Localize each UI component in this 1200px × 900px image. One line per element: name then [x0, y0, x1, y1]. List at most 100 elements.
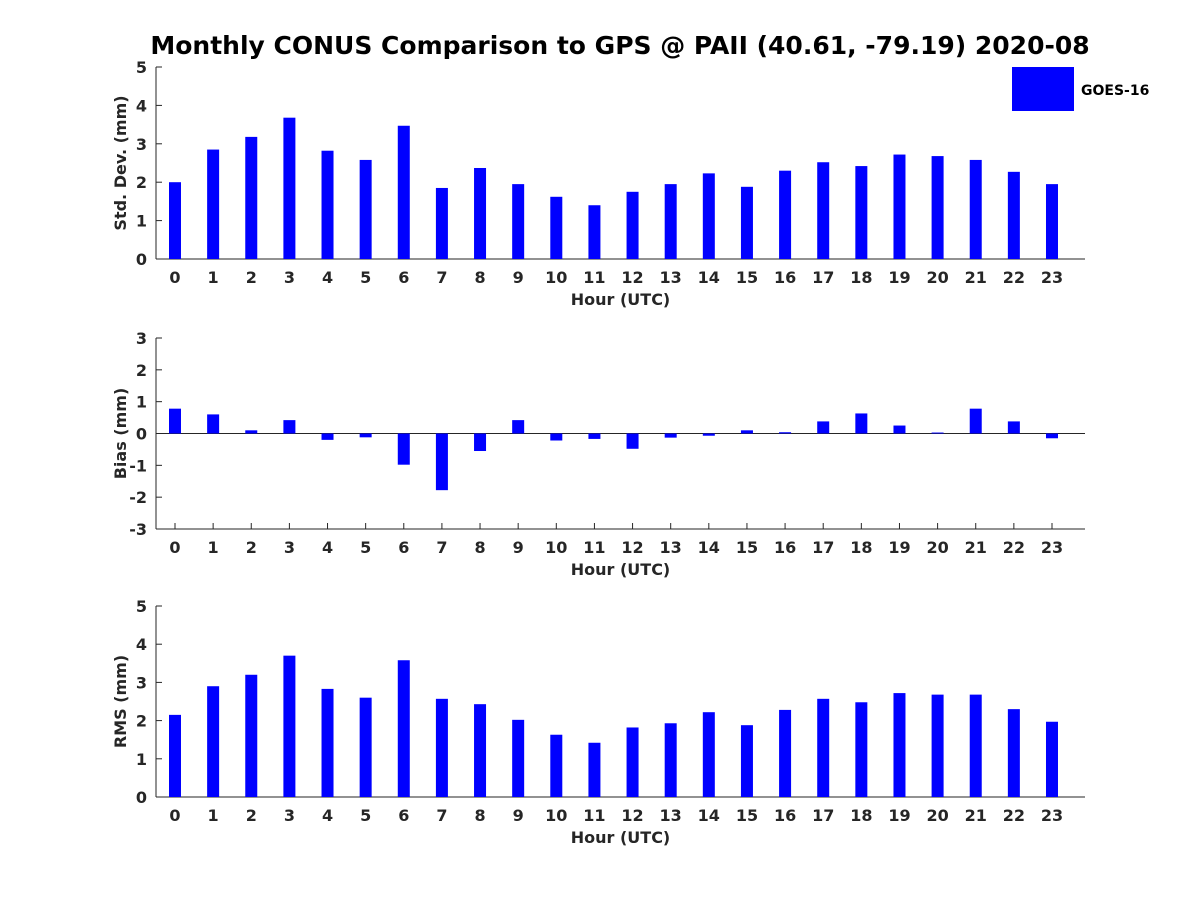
std-dev-bar: [817, 162, 830, 259]
bias-bar: [321, 433, 334, 440]
std-dev-bar: [740, 186, 753, 259]
rms-x-tick-label: 9: [513, 806, 524, 825]
std-dev-bar: [588, 205, 601, 259]
bias-x-tick-label: 18: [850, 538, 872, 557]
rms-bar: [397, 660, 410, 797]
bias-bar: [969, 408, 982, 434]
bias-y-tick-label: -2: [129, 488, 147, 507]
rms-x-tick-label: 5: [360, 806, 371, 825]
std-dev-x-tick-label: 16: [774, 268, 796, 287]
bias-bar: [245, 430, 258, 434]
std-dev-x-tick-label: 14: [698, 268, 720, 287]
bias-bar: [474, 433, 487, 452]
rms-x-tick-label: 22: [1003, 806, 1025, 825]
bias-x-tick-label: 17: [812, 538, 834, 557]
rms-x-tick-label: 11: [583, 806, 605, 825]
legend-label: GOES-16: [1081, 83, 1149, 99]
bias-x-tick-label: 4: [322, 538, 333, 557]
std-dev-x-tick-label: 6: [398, 268, 409, 287]
std-dev-bar: [245, 136, 258, 259]
bias-y-tick-label: -3: [129, 520, 147, 539]
rms-x-tick-label: 1: [208, 806, 219, 825]
bias-y-tick-label: 2: [136, 361, 147, 380]
bias-x-tick-label: 19: [888, 538, 910, 557]
rms-bar: [359, 697, 372, 797]
rms-bar: [245, 674, 258, 797]
bias-bar: [588, 433, 601, 439]
rms-bar: [664, 723, 677, 797]
rms-bar: [169, 714, 181, 797]
rms-x-tick-label: 0: [169, 806, 180, 825]
std-dev-x-tick-label: 0: [169, 268, 180, 287]
std-dev-x-tick-label: 13: [660, 268, 682, 287]
bias-x-axis-label: Hour (UTC): [571, 560, 671, 579]
rms-x-tick-label: 12: [621, 806, 643, 825]
rms-bar: [550, 734, 563, 797]
rms-bar: [855, 702, 868, 797]
rms-x-tick-label: 18: [850, 806, 872, 825]
rms-y-tick-label: 4: [136, 635, 147, 654]
bias-x-tick-label: 1: [208, 538, 219, 557]
rms-x-tick-label: 6: [398, 806, 409, 825]
bias-x-tick-label: 14: [698, 538, 720, 557]
std-dev-x-tick-label: 22: [1003, 268, 1025, 287]
std-dev-bar: [855, 166, 868, 259]
bias-bar: [702, 433, 715, 436]
rms-bar: [435, 698, 448, 797]
bias-bar: [359, 433, 372, 438]
bias-x-tick-label: 23: [1041, 538, 1063, 557]
rms-bar: [321, 688, 334, 797]
std-dev-x-tick-label: 17: [812, 268, 834, 287]
std-dev-bar: [1045, 184, 1058, 259]
rms-bar: [817, 698, 830, 797]
bias-y-axis-label: Bias (mm): [111, 388, 130, 480]
rms-bar: [931, 694, 944, 797]
std-dev-bar: [779, 170, 792, 259]
rms-x-tick-label: 21: [965, 806, 987, 825]
bias-x-tick-label: 12: [621, 538, 643, 557]
rms-x-tick-label: 7: [436, 806, 447, 825]
std-dev-bar: [1007, 171, 1020, 259]
rms-y-tick-label: 5: [136, 597, 147, 616]
std-dev-y-tick-label: 1: [136, 212, 147, 231]
bias-bar: [931, 432, 944, 434]
std-dev-x-tick-label: 4: [322, 268, 333, 287]
bias-x-tick-label: 8: [474, 538, 485, 557]
rms-x-tick-label: 10: [545, 806, 567, 825]
rms-y-tick-label: 1: [136, 750, 147, 769]
bias-x-tick-label: 10: [545, 538, 567, 557]
bias-x-tick-label: 0: [169, 538, 180, 557]
rms-bar: [1045, 721, 1058, 797]
std-dev-y-axis-label: Std. Dev. (mm): [111, 95, 130, 230]
bias-bar: [740, 430, 753, 434]
std-dev-x-tick-label: 10: [545, 268, 567, 287]
rms-bar: [740, 725, 753, 797]
rms-y-tick-label: 0: [136, 788, 147, 807]
rms-x-tick-label: 16: [774, 806, 796, 825]
bias-x-tick-label: 20: [926, 538, 948, 557]
std-dev-x-axis-label: Hour (UTC): [571, 290, 671, 309]
std-dev-x-tick-label: 2: [246, 268, 257, 287]
std-dev-bar: [550, 196, 563, 259]
rms-bar: [969, 694, 982, 797]
std-dev-x-tick-label: 20: [926, 268, 948, 287]
std-dev-bar: [283, 117, 296, 259]
bias-x-tick-label: 5: [360, 538, 371, 557]
bias-bar: [283, 420, 296, 434]
bias-bar: [855, 413, 868, 434]
std-dev-bar: [169, 182, 181, 259]
rms-x-tick-label: 15: [736, 806, 758, 825]
rms-y-axis-label: RMS (mm): [111, 655, 130, 748]
rms-bar: [512, 719, 525, 797]
rms-x-tick-label: 13: [660, 806, 682, 825]
rms-x-tick-label: 17: [812, 806, 834, 825]
std-dev-bar: [207, 149, 220, 259]
rms-x-tick-label: 23: [1041, 806, 1063, 825]
bias-x-tick-label: 13: [660, 538, 682, 557]
bias-x-tick-label: 6: [398, 538, 409, 557]
bias-bar: [169, 408, 181, 434]
bias-bar: [207, 414, 220, 434]
